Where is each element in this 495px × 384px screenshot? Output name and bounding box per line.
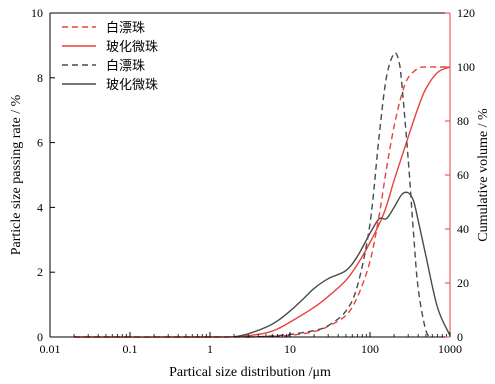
x-tick-label: 0.01 (40, 342, 61, 356)
series-line-2 (74, 66, 451, 338)
legend-label-4: 玻化微珠 (106, 77, 158, 92)
x-axis-title: Partical size distribution /μm (169, 365, 331, 380)
y-right-tick-label: 40 (457, 222, 469, 236)
series-line-3 (248, 52, 433, 338)
legend-label-1: 白漂珠 (106, 20, 145, 35)
plot-area (74, 52, 451, 338)
y-right-tick-label: 60 (457, 168, 469, 182)
legend-label-3: 白漂珠 (106, 58, 145, 73)
y-axis-right-title: Cumulative volume / % (476, 108, 491, 242)
series-line-4 (233, 191, 451, 338)
x-tick-label: 1 (207, 342, 213, 356)
y-left-tick-label: 2 (37, 265, 43, 279)
y-right-tick-label: 20 (457, 276, 469, 290)
x-tick-label: 100 (361, 342, 379, 356)
series-line-1 (74, 66, 450, 338)
x-tick-label: 0.1 (123, 342, 138, 356)
y-left-tick-label: 8 (37, 71, 43, 85)
x-tick-label: 10 (284, 342, 296, 356)
y-left-tick-label: 4 (37, 200, 43, 214)
y-right-tick-label: 0 (457, 330, 463, 344)
y-right-tick-label: 120 (457, 6, 475, 20)
y-right-tick-label: 100 (457, 60, 475, 74)
y-left-tick-label: 0 (37, 330, 43, 344)
y-left-tick-label: 10 (31, 6, 43, 20)
y-left-tick-label: 6 (37, 136, 43, 150)
x-tick-label: 1000 (438, 342, 462, 356)
legend-label-2: 玻化微珠 (106, 39, 158, 54)
y-axis-left-title: Particle size passing rate / % (9, 94, 24, 255)
y-right-tick-label: 80 (457, 114, 469, 128)
